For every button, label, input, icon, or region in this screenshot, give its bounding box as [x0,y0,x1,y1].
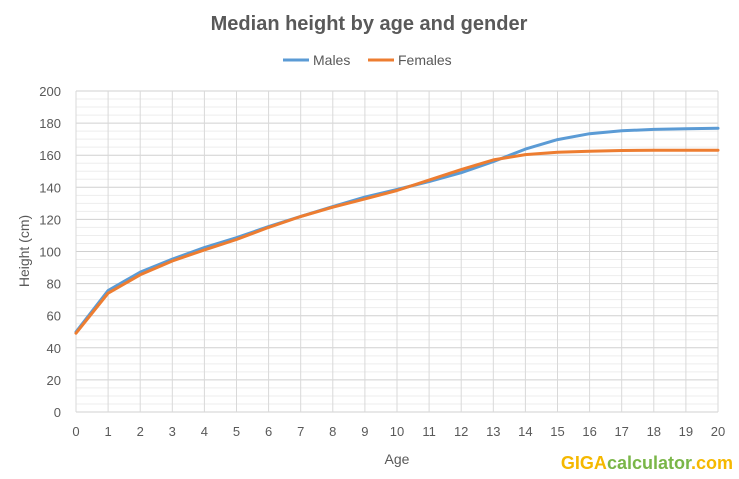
x-axis-ticks: 0 1 2 3 4 5 6 7 8 9 10 11 12 13 14 15 16 17 18 19 20 [72,424,725,439]
brand-logo: GIGAcalculator.com [561,453,733,473]
x-tick-label: 10 [390,424,404,439]
x-tick-label: 0 [72,424,79,439]
x-tick-label: 1 [104,424,111,439]
series-line-females [74,148,720,335]
x-tick-label: 19 [679,424,693,439]
x-tick-label: 18 [647,424,661,439]
y-tick-label: 160 [39,148,61,163]
y-tick-label: 60 [47,309,61,324]
y-tick-label: 180 [39,116,61,131]
x-tick-label: 20 [711,424,725,439]
y-tick-label: 0 [54,405,61,420]
y-tick-label: 100 [39,245,61,260]
x-tick-label: 8 [329,424,336,439]
y-tick-label: 80 [47,277,61,292]
x-tick-label: 7 [297,424,304,439]
x-tick-label: 6 [265,424,272,439]
y-tick-label: 120 [39,212,61,227]
x-tick-label: 16 [582,424,596,439]
y-tick-label: 200 [39,84,61,99]
legend: Males Females [283,52,452,68]
y-axis-ticks: 0 20 40 60 80 100 120 140 160 180 200 [39,84,61,420]
legend-females-label: Females [398,52,452,68]
x-tick-label: 12 [454,424,468,439]
brand-part-calculator: calculator [607,453,692,473]
y-axis-title: Height (cm) [16,215,32,287]
legend-males-label: Males [313,52,350,68]
y-tick-label: 20 [47,373,61,388]
x-tick-label: 17 [614,424,628,439]
x-tick-label: 11 [422,424,436,439]
x-tick-label: 9 [361,424,368,439]
x-tick-label: 4 [201,424,208,439]
gridlines [75,90,719,413]
y-tick-label: 140 [39,180,61,195]
x-tick-label: 13 [486,424,500,439]
chart-title: Median height by age and gender [211,13,528,35]
y-tick-label: 40 [47,341,61,356]
brand-part-com: .com [691,453,733,473]
x-tick-label: 14 [518,424,532,439]
x-tick-label: 5 [233,424,240,439]
brand-part-giga: GIGA [561,453,607,473]
x-tick-label: 3 [169,424,176,439]
x-axis-title: Age [385,451,410,467]
x-tick-label: 15 [550,424,564,439]
x-tick-label: 2 [137,424,144,439]
series-lines [74,126,720,335]
